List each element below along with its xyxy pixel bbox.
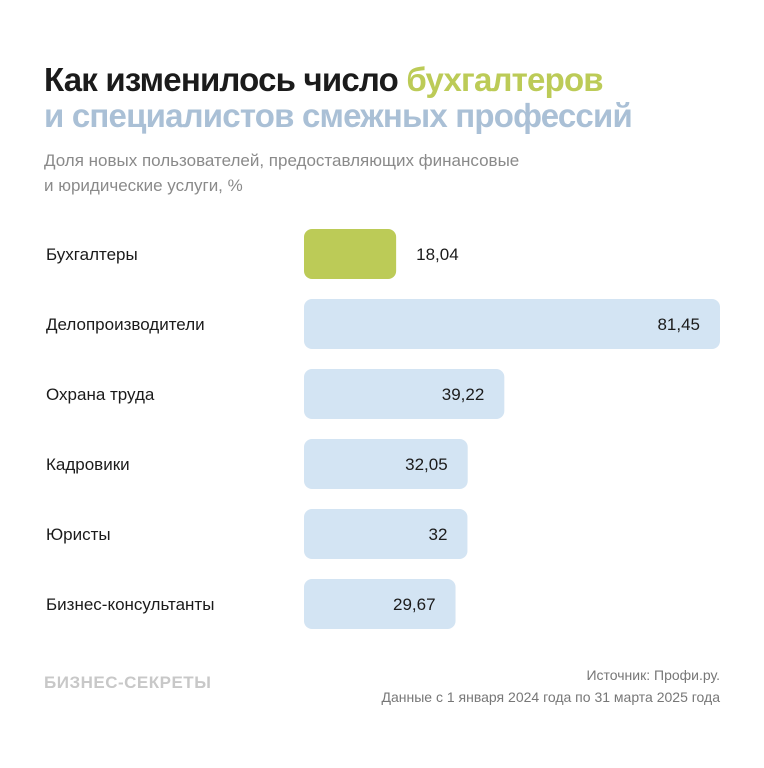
bar bbox=[304, 509, 468, 559]
title-part-2: и специалистов смежных профессий bbox=[44, 97, 633, 134]
subtitle-line-1: Доля новых пользователей, предоставляющи… bbox=[44, 151, 520, 170]
bar bbox=[304, 229, 397, 279]
bar bbox=[304, 579, 456, 629]
value-label: 32 bbox=[429, 525, 448, 544]
category-label: Бухгалтеры bbox=[46, 245, 138, 264]
value-label: 81,45 bbox=[657, 315, 700, 334]
chart-title: Как изменилось число бухгалтеров и специ… bbox=[44, 61, 633, 134]
chart-subtitle: Доля новых пользователей, предоставляющи… bbox=[44, 148, 604, 198]
title-part-1: Как изменилось число bbox=[44, 61, 407, 98]
period-text: Данные с 1 января 2024 года по 31 марта … bbox=[381, 689, 720, 705]
category-label: Бизнес-консультанты bbox=[46, 595, 214, 614]
value-label: 18,04 bbox=[416, 245, 459, 264]
title-highlight: бухгалтеров bbox=[406, 61, 603, 98]
bar bbox=[304, 299, 720, 349]
source-text: Источник: Профи.ру. bbox=[586, 667, 720, 683]
brand-logo: БИЗНЕС-СЕКРЕТЫ bbox=[44, 673, 212, 692]
value-label: 29,67 bbox=[393, 595, 436, 614]
category-label: Юристы bbox=[46, 525, 111, 544]
bar bbox=[304, 439, 468, 489]
category-label: Кадровики bbox=[46, 455, 130, 474]
value-label: 39,22 bbox=[442, 385, 485, 404]
bar bbox=[304, 369, 505, 419]
category-label: Охрана труда bbox=[46, 385, 155, 404]
subtitle-line-2: и юридические услуги, % bbox=[44, 176, 243, 195]
category-label: Делопроизводители bbox=[46, 315, 205, 334]
source-note: Источник: Профи.ру. Данные с 1 января 20… bbox=[382, 664, 720, 708]
value-label: 32,05 bbox=[405, 455, 448, 474]
